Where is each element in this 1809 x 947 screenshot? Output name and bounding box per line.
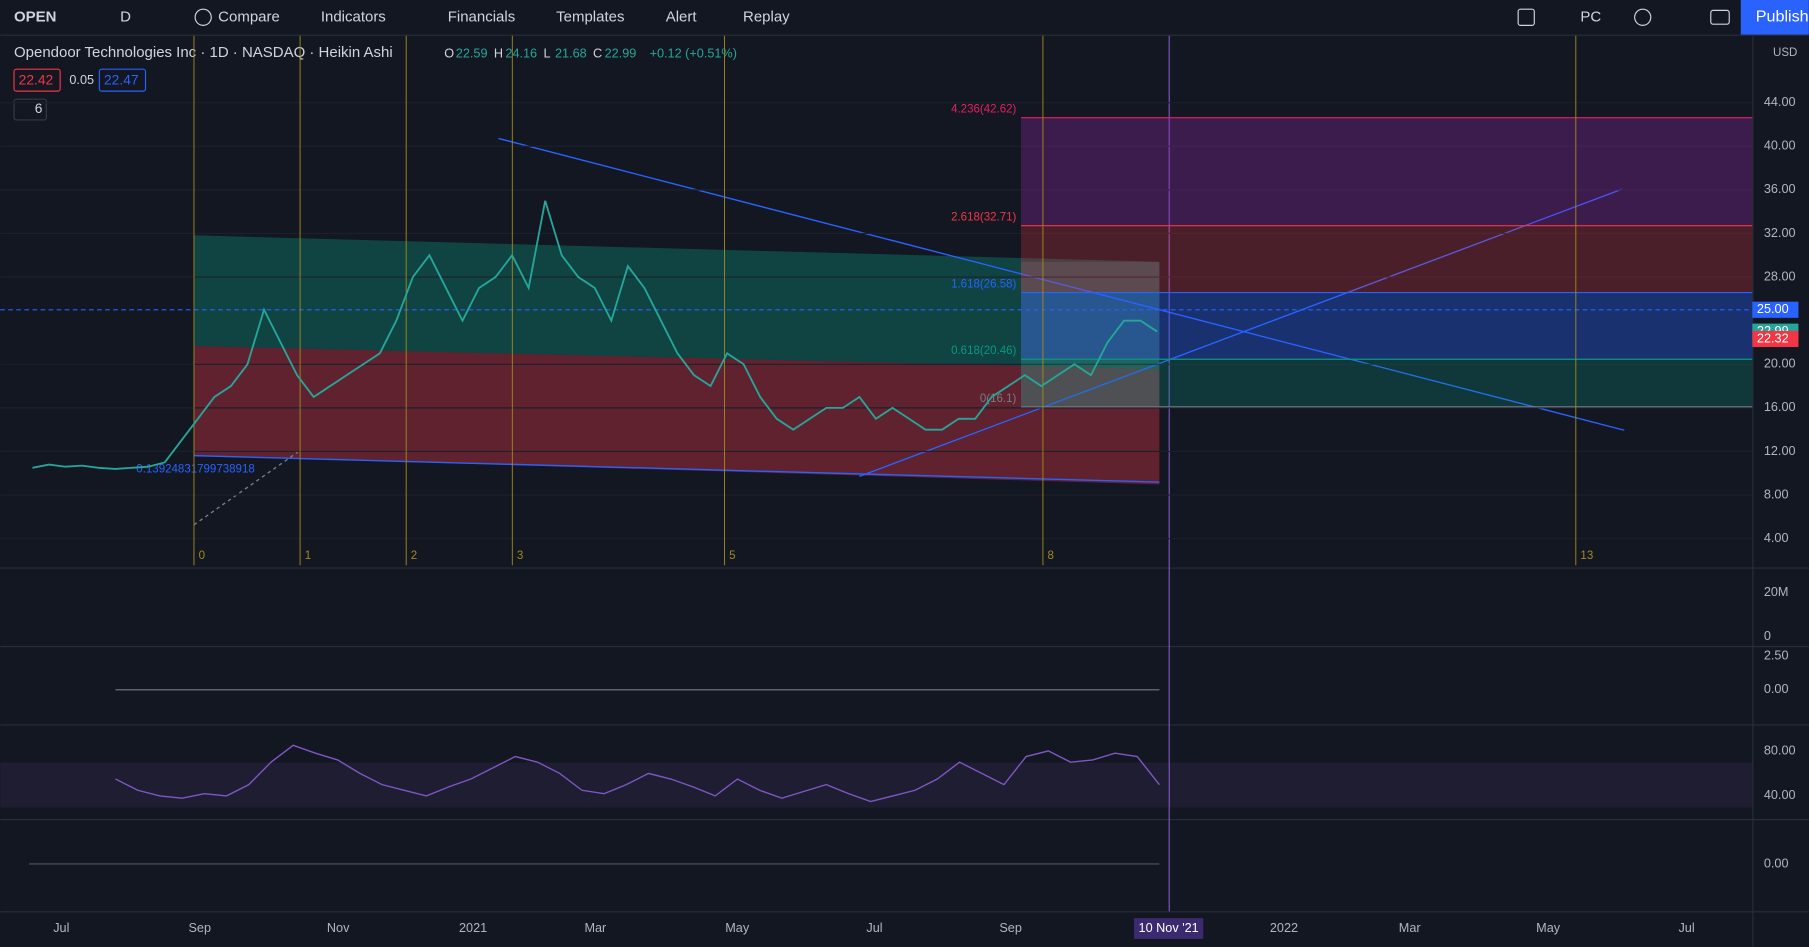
interval[interactable]: D [120,8,131,25]
price-tick-label: 20.00 [1764,357,1796,371]
rsi-tick-label: 40.00 [1764,788,1796,802]
ohlc-label: O [444,47,454,61]
rsi-line [115,744,1160,803]
time-cursor-label: 10 Nov '21 [1139,921,1199,935]
time-label: Nov [327,921,350,935]
volume-tick-label: 0 [1764,629,1771,643]
toolbar-button[interactable]: Alert [666,8,698,25]
price-badge-label: 25.00 [1757,302,1789,316]
projection-box [1021,261,1160,407]
bid-box [13,68,61,92]
toolbar-icons [194,8,1730,26]
indicators-toggle[interactable] [13,98,47,121]
price-tick-label: 28.00 [1764,269,1796,283]
currency: USD [1773,47,1797,59]
toolbar [0,0,1809,35]
time-label: May [1536,921,1561,935]
macd-tick-label: 0.00 [1764,682,1789,696]
price-tick-label: 40.00 [1764,139,1796,153]
ohlc-value: 21.68 [555,47,587,61]
bid: 22.42 [19,71,54,87]
time-label: Mar [584,921,607,935]
ohlc-label: L [543,47,550,61]
channel-label: 0.13924831799738918 [136,464,254,476]
price-tick-label: 8.00 [1764,487,1789,501]
ohlc-label: C [593,47,602,61]
fib-zone [1021,117,1753,226]
toolbar-button[interactable]: Financials [448,8,515,25]
symbol[interactable]: OPEN [14,8,56,25]
osc-tick-label: 0.00 [1764,856,1789,870]
ohlc-value: 22.59 [456,47,488,61]
toolbar-button[interactable]: Compare [218,8,280,25]
cycle-label: 0 [199,550,205,562]
change: +0.12 (+0.51%) [650,47,737,61]
price-badge [1752,301,1799,318]
indicators-count: 6 [35,100,43,116]
price-tick-label: 16.00 [1764,400,1796,414]
volume-tick-label: 20M [1764,585,1789,599]
price-tick-label: 12.00 [1764,444,1796,458]
price-tick-label: 32.00 [1764,226,1796,240]
toolbar-button[interactable]: Templates [556,8,624,25]
cycle-label: 3 [517,550,523,562]
toolbar-button[interactable]: Replay [743,8,790,25]
time-label: 2021 [459,921,487,935]
price-tick-label: 44.00 [1764,95,1796,109]
cycle-label: 13 [1580,550,1593,562]
time-label: Jul [1678,921,1694,935]
time-label: 2022 [1270,921,1298,935]
ask: 22.47 [104,71,139,87]
channel-lower [193,346,1160,485]
spread: 0.05 [69,73,94,87]
cycle-label: 5 [729,550,735,562]
time-label: Sep [188,921,211,935]
cycle-label: 2 [411,550,417,562]
fib-label: 4.236(42.62) [951,104,1016,116]
layout-name[interactable]: PC [1580,8,1601,25]
fib-label: 0(16.1) [980,393,1017,405]
time-label: Mar [1399,921,1422,935]
ohlc-value: 22.99 [605,47,637,61]
fib-label: 0.618(20.46) [951,345,1016,357]
price-line-series [32,200,1158,470]
rsi-tick-label: 80.00 [1764,743,1796,757]
ohlc-value: 24.16 [505,47,537,61]
price-badge [1752,330,1799,348]
fib-zone [1021,225,1753,293]
pane-separators [0,567,1809,913]
ask-box [98,68,147,92]
time-label: Jul [866,921,882,935]
macd-tick-label: 2.50 [1764,649,1789,663]
cycle-label: 1 [305,550,311,562]
fib-zone [1021,359,1753,407]
fib-zone [1021,292,1753,360]
ohlc-label: H [494,47,503,61]
trend-lines [193,137,1625,526]
cycle-label: 8 [1048,550,1054,562]
price-tick-label: 36.00 [1764,182,1796,196]
time-cursor-badge [1134,918,1204,939]
time-label: Jul [53,921,69,935]
fib-label: 2.618(32.71) [951,212,1016,224]
price-tick-label: 4.00 [1764,531,1789,545]
publish-label[interactable]: Publish [1756,8,1809,26]
toolbar-button[interactable]: Indicators [321,8,386,25]
legend-title: Opendoor Technologies Inc · 1D · NASDAQ … [14,44,393,61]
time-label: Sep [999,921,1022,935]
price-badge-label: 22.32 [1757,331,1789,345]
publish-button[interactable] [1740,0,1809,35]
fib-label: 1.618(26.58) [951,279,1016,291]
time-label: May [725,921,750,935]
